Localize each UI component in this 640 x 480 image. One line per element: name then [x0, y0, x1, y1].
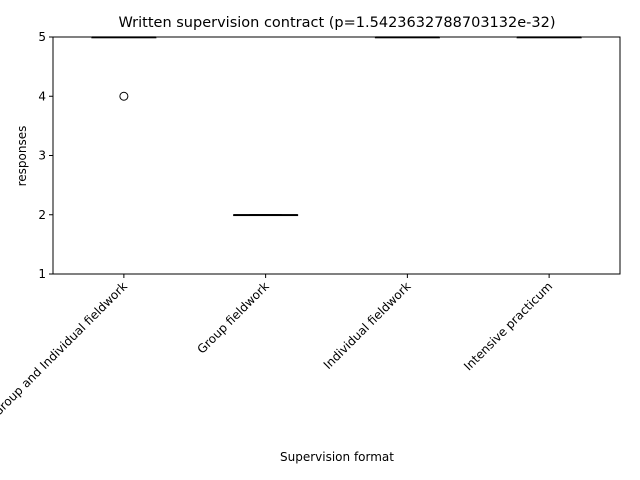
outlier-point — [119, 91, 129, 101]
y-tick-label: 2 — [38, 208, 46, 222]
y-tick-label: 4 — [38, 89, 46, 103]
box-2 — [233, 214, 299, 217]
x-axis-label: Supervision format — [280, 450, 394, 464]
y-axis-ticks: 1 2 3 4 5 — [38, 30, 53, 281]
y-tick-label: 5 — [38, 30, 46, 44]
x-tick-label: Group and Individual fieldwork — [0, 279, 130, 419]
chart-title: Written supervision contract (p=1.542363… — [118, 15, 555, 31]
box-1 — [91, 36, 157, 101]
y-axis-label: responses — [15, 126, 29, 187]
x-tick-label: Individual fieldwork — [321, 279, 414, 372]
x-tick-label: Group fieldwork — [194, 279, 271, 356]
x-axis-ticks: Group and Individual fieldwork Group fiel… — [0, 274, 555, 419]
y-tick-label: 1 — [38, 267, 46, 281]
axes-frame — [52, 36, 621, 275]
y-tick-label: 3 — [38, 149, 46, 163]
x-tick-label: Intensive practicum — [461, 279, 555, 373]
plot-area — [91, 36, 582, 217]
